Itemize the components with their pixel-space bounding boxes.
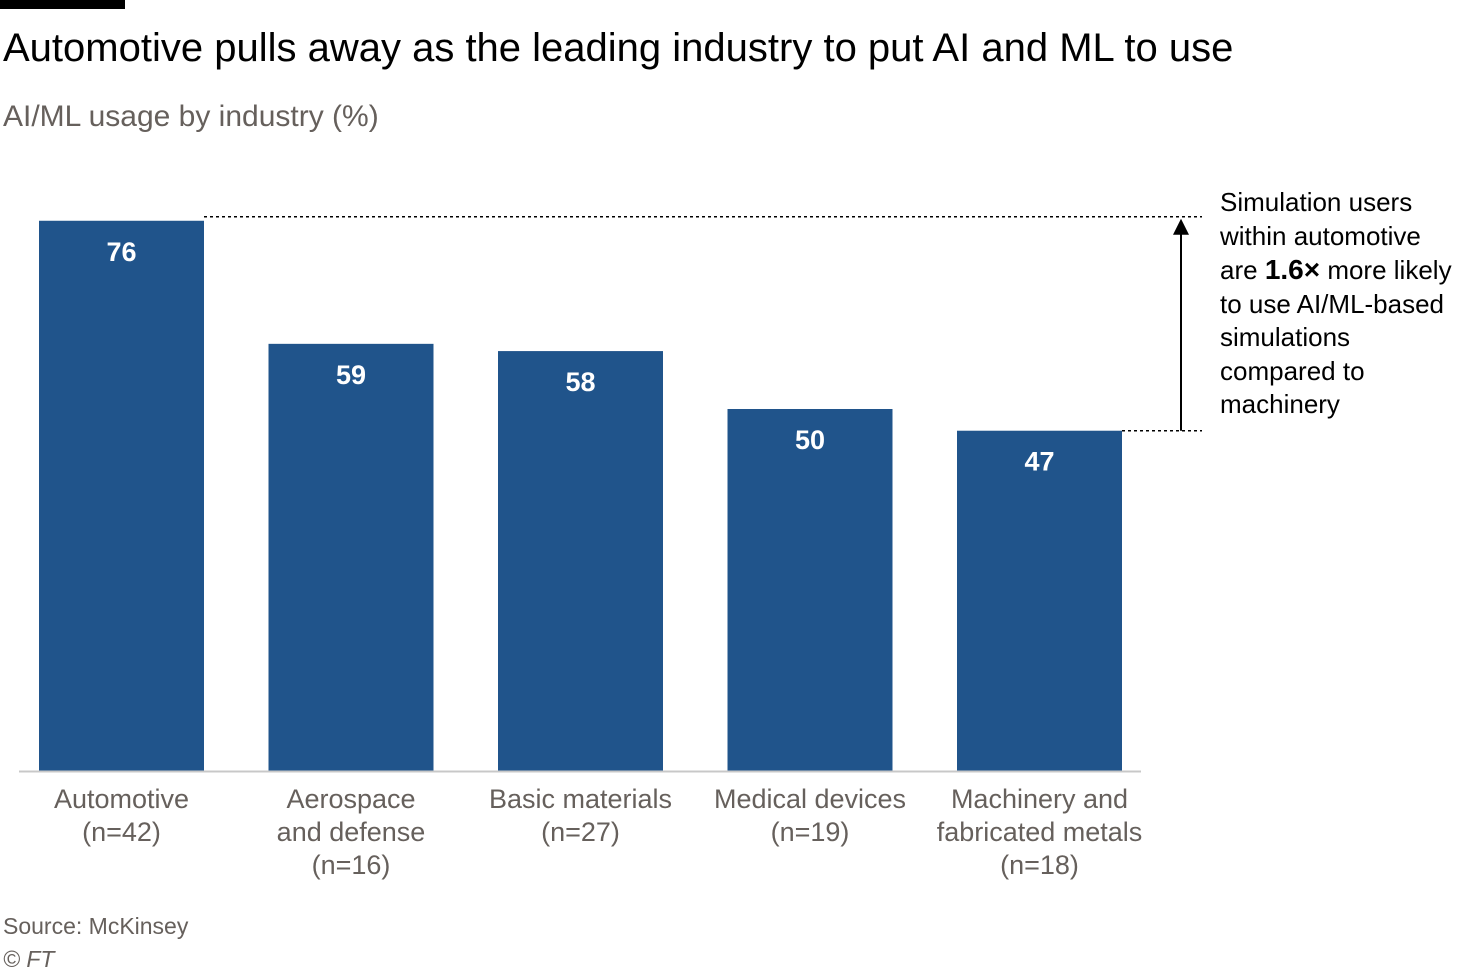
category-label-2-1: (n=27) (541, 817, 620, 847)
category-label-2-0: Basic materials (489, 784, 672, 814)
category-label-1-0: Aerospace (286, 784, 415, 814)
category-label-1-1: and defense (277, 817, 426, 847)
source-note: Source: McKinsey (3, 913, 189, 939)
value-label-4: 47 (1024, 447, 1054, 477)
category-label-4-2: (n=18) (1000, 850, 1079, 880)
bar-4 (957, 430, 1122, 771)
category-label-4-1: fabricated metals (937, 817, 1143, 847)
bar-2 (498, 351, 663, 771)
category-label-4-0: Machinery and (951, 784, 1128, 814)
arrow-head-icon (1173, 218, 1189, 235)
category-label-3-1: (n=19) (771, 817, 850, 847)
annotation-text-after: more likely to use AI/ML-based simulatio… (1220, 255, 1452, 419)
category-label-1-2: (n=16) (312, 850, 391, 880)
annotation-emphasis: 1.6× (1264, 254, 1321, 285)
value-label-1: 59 (336, 360, 366, 390)
bar-0 (39, 220, 204, 771)
bar-1 (268, 343, 434, 771)
bar-3 (727, 409, 893, 771)
annotation-text: Simulation users within automotive are 1… (1220, 186, 1455, 422)
value-label-2: 58 (565, 367, 595, 397)
value-label-3: 50 (795, 425, 825, 455)
top-rule (0, 0, 125, 9)
annotation-text-before: Simulation users within automotive are (1220, 187, 1421, 285)
value-label-0: 76 (106, 237, 136, 267)
category-label-0-1: (n=42) (82, 817, 161, 847)
copyright-note: © FT (3, 946, 55, 972)
chart-title: Automotive pulls away as the leading ind… (3, 26, 1234, 70)
chart-subtitle: AI/ML usage by industry (%) (3, 100, 379, 133)
category-label-3-0: Medical devices (714, 784, 906, 814)
category-label-0-0: Automotive (54, 784, 189, 814)
